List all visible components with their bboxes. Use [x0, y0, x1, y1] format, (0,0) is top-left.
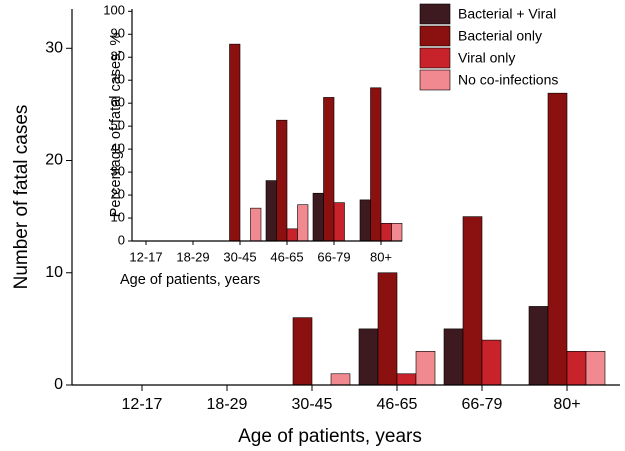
- legend-label: Bacterial + Viral: [458, 6, 556, 22]
- x-tick-label: 80+: [553, 396, 580, 413]
- y-tick-label: 20: [111, 186, 125, 201]
- x-axis-label: Age of patients, years: [120, 272, 260, 288]
- y-tick-label: 20: [45, 152, 63, 169]
- bar: [265, 180, 277, 242]
- legend-label: Viral only: [458, 50, 515, 66]
- x-tick-label: 66-79: [462, 396, 503, 413]
- bar: [297, 204, 309, 242]
- legend-swatch: [419, 3, 451, 25]
- bar: [396, 373, 417, 386]
- y-tick-label: 50: [111, 118, 125, 133]
- bar: [276, 119, 288, 242]
- legend-label: No co-infections: [458, 72, 558, 88]
- y-tick-label: 0: [54, 376, 63, 393]
- y-tick-label: 40: [111, 141, 125, 156]
- x-tick-label: 12-17: [129, 249, 162, 264]
- bar: [229, 43, 241, 242]
- x-tick-label: 30-45: [292, 396, 333, 413]
- y-tick-label: 100: [103, 3, 125, 18]
- bar: [547, 92, 568, 386]
- legend-swatch: [419, 47, 451, 69]
- bar: [292, 317, 313, 386]
- y-tick-label: 30: [111, 164, 125, 179]
- y-tick-label: 90: [111, 26, 125, 41]
- bar: [566, 351, 587, 386]
- x-tick-label: 18-29: [176, 249, 209, 264]
- legend-label: Bacterial only: [458, 28, 542, 44]
- bar: [377, 272, 398, 386]
- x-axis-label: Age of patients, years: [238, 426, 422, 447]
- bar: [585, 351, 606, 386]
- bar: [528, 306, 549, 386]
- y-tick-label: 0: [118, 232, 125, 247]
- bar: [415, 351, 436, 386]
- bar: [443, 328, 464, 386]
- bar: [358, 328, 379, 386]
- bar: [330, 373, 351, 386]
- bar: [323, 97, 335, 242]
- bar: [286, 228, 298, 242]
- bar: [481, 339, 502, 386]
- bar: [250, 207, 262, 242]
- legend-swatch: [419, 69, 451, 91]
- bar: [333, 202, 345, 242]
- bar: [370, 87, 382, 242]
- x-tick-label: 46-65: [377, 396, 418, 413]
- x-tick-label: 18-29: [207, 396, 248, 413]
- bar: [462, 216, 483, 386]
- bar: [359, 199, 371, 242]
- bar: [312, 192, 324, 242]
- y-tick-label: 30: [45, 40, 63, 57]
- bar: [380, 223, 392, 242]
- bar: [391, 223, 403, 242]
- x-tick-label: 46-65: [270, 249, 303, 264]
- x-tick-label: 12-17: [122, 396, 163, 413]
- y-axis-label: Percentage of fatal cases, %: [108, 33, 124, 218]
- legend-swatch: [419, 25, 451, 47]
- y-tick-label: 60: [111, 95, 125, 110]
- y-tick-label: 80: [111, 49, 125, 64]
- x-tick-label: 66-79: [317, 249, 350, 264]
- y-tick-label: 70: [111, 72, 125, 87]
- x-tick-label: 30-45: [223, 249, 256, 264]
- y-tick-label: 10: [111, 209, 125, 224]
- x-tick-label: 80+: [370, 249, 392, 264]
- y-axis-label: Number of fatal cases: [11, 105, 32, 290]
- y-tick-label: 10: [45, 264, 63, 281]
